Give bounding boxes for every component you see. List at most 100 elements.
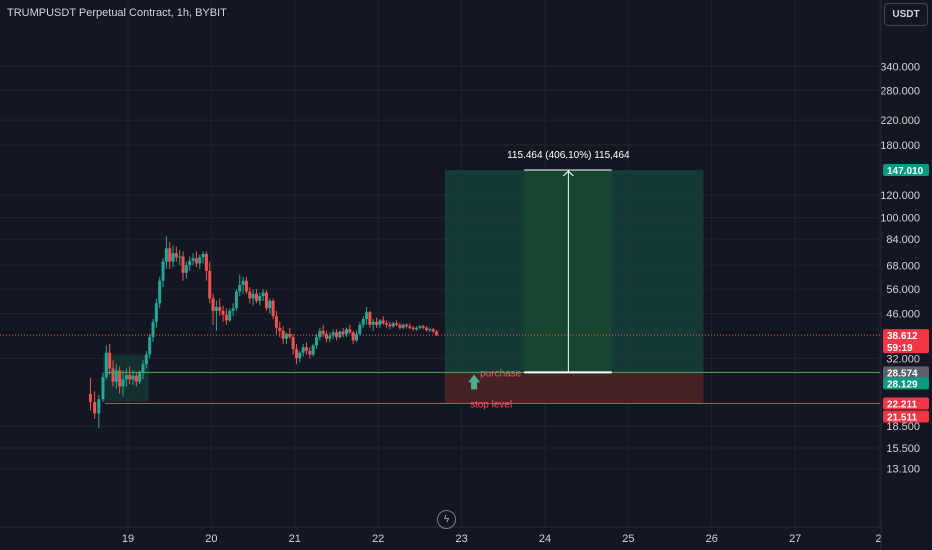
candle-body bbox=[365, 312, 369, 320]
candle bbox=[264, 290, 268, 311]
candle-body bbox=[361, 319, 365, 325]
candle-body bbox=[144, 354, 148, 365]
candle bbox=[328, 332, 332, 343]
y-tick-label: 32.000 bbox=[886, 353, 920, 365]
candle-body bbox=[138, 372, 142, 382]
y-tick-label: 56.000 bbox=[886, 284, 920, 296]
candle bbox=[301, 343, 305, 357]
y-tick-label: 46.000 bbox=[886, 309, 920, 321]
candles bbox=[88, 236, 439, 429]
candle bbox=[274, 310, 278, 334]
candle bbox=[234, 289, 238, 311]
candle bbox=[124, 368, 128, 387]
candle bbox=[198, 254, 202, 269]
candle-body bbox=[258, 296, 262, 301]
candle bbox=[314, 333, 318, 350]
x-tick-label: 27 bbox=[789, 533, 801, 545]
candle bbox=[114, 364, 118, 389]
candle-body bbox=[294, 349, 298, 359]
profit-label: 115.464 (406.10%) 115,464 bbox=[507, 150, 630, 161]
candle bbox=[174, 246, 178, 262]
x-tick-label: 22 bbox=[372, 533, 384, 545]
candle bbox=[128, 366, 132, 385]
candle bbox=[101, 372, 105, 402]
stop-label: stop level bbox=[470, 400, 512, 411]
candle bbox=[224, 308, 228, 325]
candle-body bbox=[348, 329, 352, 333]
y-tick-label: 100.000 bbox=[880, 213, 920, 225]
candle-body bbox=[121, 379, 125, 387]
candle bbox=[345, 327, 349, 338]
currency-button[interactable]: USDT bbox=[884, 3, 928, 26]
candle-body bbox=[418, 326, 422, 328]
y-tick-label: 180.000 bbox=[880, 140, 920, 152]
candle-body bbox=[314, 337, 318, 346]
candle-body bbox=[385, 323, 389, 325]
candle bbox=[355, 330, 359, 343]
price-badge-text: 38.612 bbox=[887, 331, 918, 342]
x-tick-label: 20 bbox=[205, 533, 217, 545]
candle bbox=[241, 276, 245, 294]
candle bbox=[148, 333, 152, 359]
candle-body bbox=[324, 333, 328, 339]
candle bbox=[168, 242, 172, 269]
y-tick-label: 18.500 bbox=[886, 421, 920, 433]
candle bbox=[401, 323, 405, 330]
candle-body bbox=[278, 327, 282, 331]
position-zones bbox=[102, 169, 704, 404]
candle-body bbox=[421, 326, 425, 328]
candle-body bbox=[171, 253, 175, 262]
candle bbox=[435, 330, 439, 336]
candle bbox=[378, 319, 382, 328]
candle-body bbox=[154, 303, 158, 322]
price-badge-stop: 22.211 bbox=[883, 397, 929, 411]
candle-body bbox=[358, 324, 362, 334]
candle-body bbox=[101, 377, 105, 400]
candle bbox=[431, 327, 435, 334]
price-badge-bg bbox=[883, 397, 929, 410]
candle bbox=[291, 333, 295, 355]
candle-body bbox=[355, 333, 359, 341]
price-badge-entry-alt: 28.129 bbox=[883, 377, 929, 390]
candle-body bbox=[321, 330, 325, 334]
candle-body bbox=[381, 320, 385, 324]
candle bbox=[324, 330, 328, 343]
x-tick-label: 26 bbox=[706, 533, 718, 545]
candle bbox=[405, 323, 409, 329]
candle-body bbox=[291, 337, 295, 350]
candle bbox=[171, 245, 175, 268]
candle-body bbox=[118, 370, 122, 387]
candle bbox=[411, 326, 415, 331]
x-tick-label: 19 bbox=[122, 533, 134, 545]
candle bbox=[421, 324, 425, 330]
lightning-icon[interactable]: ϟ bbox=[437, 510, 456, 529]
purchase-label: purchase bbox=[480, 368, 522, 379]
candle-body bbox=[398, 324, 402, 328]
candle-body bbox=[231, 308, 235, 311]
candle bbox=[258, 292, 262, 306]
candle-body bbox=[388, 324, 392, 327]
purchase-arrow-icon bbox=[468, 374, 481, 390]
candle-body bbox=[128, 374, 132, 380]
x-tick-label: 2 bbox=[876, 533, 882, 545]
candle-body bbox=[401, 324, 405, 328]
candle-body bbox=[288, 333, 292, 338]
candle bbox=[93, 391, 97, 419]
candle bbox=[184, 261, 188, 279]
candle-body bbox=[405, 324, 409, 327]
candle-body bbox=[234, 291, 238, 309]
candle bbox=[271, 298, 275, 320]
candle-body bbox=[211, 298, 215, 311]
price-badge-stop-alt: 21.511 bbox=[883, 410, 929, 424]
candle bbox=[381, 316, 385, 325]
candle bbox=[288, 327, 292, 339]
price-badge-bg bbox=[883, 329, 929, 354]
price-badge-bg bbox=[883, 410, 929, 423]
candle bbox=[248, 287, 252, 304]
price-badge-text: 22.211 bbox=[887, 400, 917, 411]
candle bbox=[278, 321, 282, 338]
y-tick-label: 120.000 bbox=[880, 190, 920, 202]
candle-body bbox=[431, 329, 435, 332]
